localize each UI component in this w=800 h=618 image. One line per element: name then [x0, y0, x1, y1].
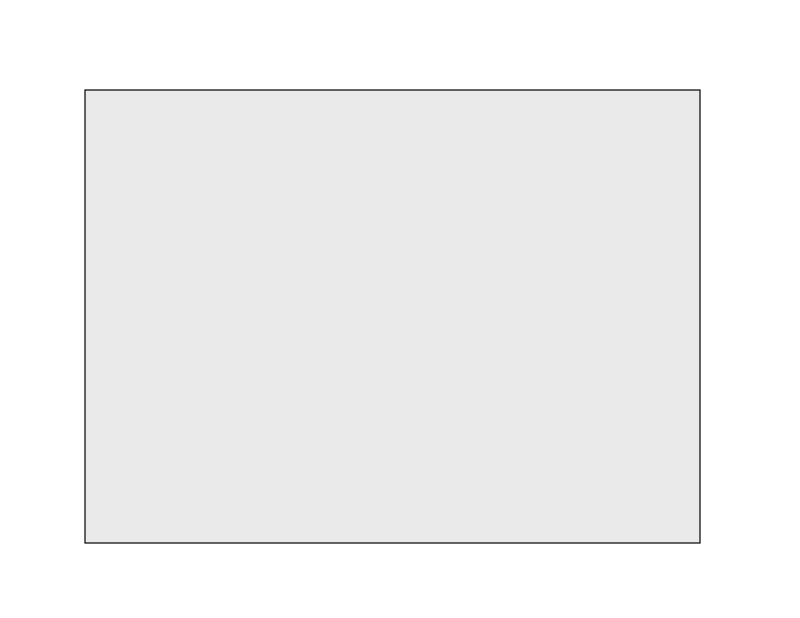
map-frame — [84, 89, 701, 544]
map-background — [85, 90, 700, 543]
